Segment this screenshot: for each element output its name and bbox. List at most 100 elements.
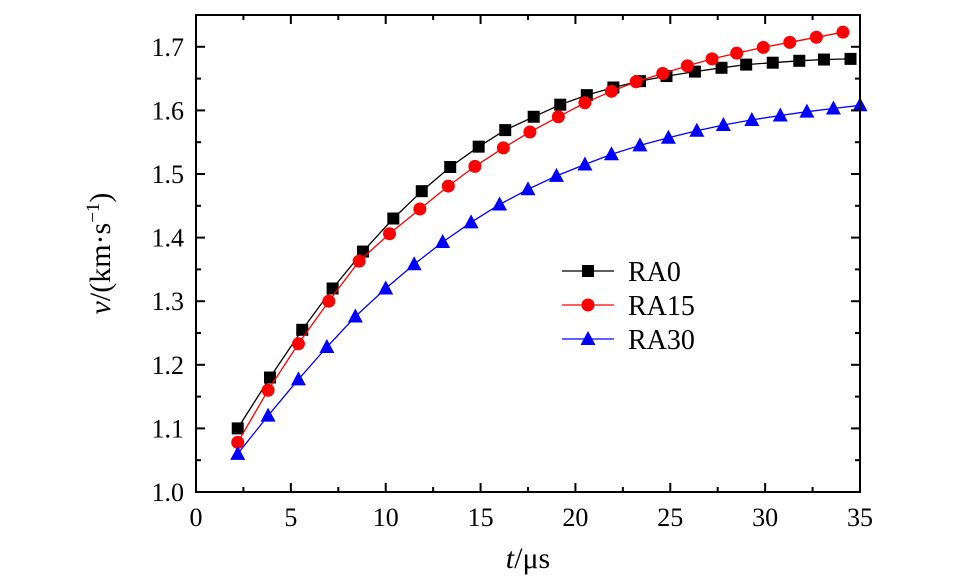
data-point-RA15 [783,35,797,49]
data-point-RA30 [319,338,335,353]
series-line-RA30 [237,104,861,455]
series-RA15 [231,25,850,449]
data-point-RA15 [756,40,770,54]
legend-label: RA0 [628,257,681,288]
data-point-RA15 [468,159,482,173]
data-point-RA15 [383,227,397,241]
data-point-RA30 [520,181,536,196]
y-axis-label: v/(km·s−1) [83,193,117,315]
data-point-RA15 [496,141,510,155]
x-axis-label-var: t [506,542,515,575]
y-axis-label-var: v [84,300,117,314]
data-point-RA30 [744,111,760,126]
data-point-RA15 [809,30,823,44]
data-point-RA30 [772,107,788,122]
data-point-RA15 [413,202,427,216]
data-point-RA30 [378,280,394,295]
data-point-RA0 [472,140,485,153]
legend-marker [581,298,595,312]
data-point-RA30 [290,371,306,386]
data-point-RA15 [680,59,694,73]
x-tick-label: 15 [468,503,494,532]
data-point-RA0 [326,282,339,295]
data-point-RA15 [705,52,719,66]
data-point-RA0 [231,422,244,435]
x-tick-label: 30 [752,503,778,532]
data-point-RA0 [296,323,309,336]
axis-layer: 0 5 10 15 20 25 30 35 1.0 1.1 1.2 1.3 1.4 1.5 1.6 1.7 [152,14,873,532]
y-tick-label: 1.2 [152,351,185,380]
data-point-RA0 [844,52,857,65]
legend-label: RA15 [628,291,695,322]
data-point-RA0 [817,53,830,66]
data-point-RA30 [825,100,841,115]
data-point-RA15 [322,294,336,308]
data-point-RA0 [263,371,276,384]
plot-frame [195,14,861,493]
data-point-RA15 [578,96,592,110]
y-tick-label: 1.7 [152,33,185,62]
data-point-RA0 [499,124,512,137]
data-point-RA30 [603,146,619,161]
y-axis-label-exp: −1 [83,203,104,223]
x-axis-label: t/μs [506,542,550,575]
data-point-RA30 [406,256,422,271]
series-RA30 [230,97,868,460]
data-point-RA15 [231,435,245,449]
data-point-RA30 [660,129,676,144]
y-tick-label: 1.1 [152,414,185,443]
y-tick-label: 1.3 [152,287,185,316]
series-line-RA0 [237,58,851,429]
x-tick-label: 0 [190,503,203,532]
data-point-RA0 [766,56,779,69]
x-tick-label: 35 [847,503,873,532]
data-point-RA0 [715,61,728,74]
x-tick-label: 25 [657,503,683,532]
y-tick-label: 1.6 [152,96,185,125]
y-axis-label-close: ) [84,193,117,203]
data-point-RA30 [260,407,276,422]
x-tick-label: 5 [284,503,297,532]
data-point-RA0 [793,54,806,67]
x-tick-label: 20 [562,503,588,532]
series-line-RA15 [237,31,844,443]
data-point-RA30 [230,445,246,460]
data-point-RA15 [352,254,366,268]
x-tick-label: 10 [373,503,399,532]
data-point-RA30 [799,103,815,118]
data-point-RA15 [551,110,565,124]
series-layer [230,25,868,460]
x-axis-label-unit: /μs [514,542,550,575]
data-point-RA30 [492,196,508,211]
data-point-RA0 [444,161,457,174]
y-tick-label: 1.0 [152,478,185,507]
data-point-RA15 [629,75,643,89]
legend-label: RA30 [628,325,695,356]
data-point-RA0 [527,110,540,123]
y-tick-label: 1.5 [152,160,185,189]
data-point-RA15 [656,67,670,81]
data-point-RA15 [261,383,275,397]
data-point-RA30 [463,214,479,229]
data-point-RA15 [441,179,455,193]
data-point-RA30 [715,117,731,132]
data-point-RA15 [730,46,744,60]
data-point-RA0 [415,185,428,198]
legend-item-RA30: RA30 [562,325,695,356]
legend-marker [580,331,596,345]
data-point-RA30 [548,167,564,182]
data-point-RA15 [836,25,850,39]
data-point-RA15 [291,337,305,351]
data-point-RA15 [604,84,618,98]
legend-item-RA15: RA15 [562,291,695,322]
data-point-RA0 [740,58,753,71]
series-RA0 [231,52,857,435]
data-point-RA30 [632,137,648,152]
data-point-RA0 [554,98,567,111]
data-point-RA30 [689,122,705,137]
data-point-RA30 [435,234,451,249]
y-tick-label: 1.4 [152,224,185,253]
legend-item-RA0: RA0 [562,257,681,288]
